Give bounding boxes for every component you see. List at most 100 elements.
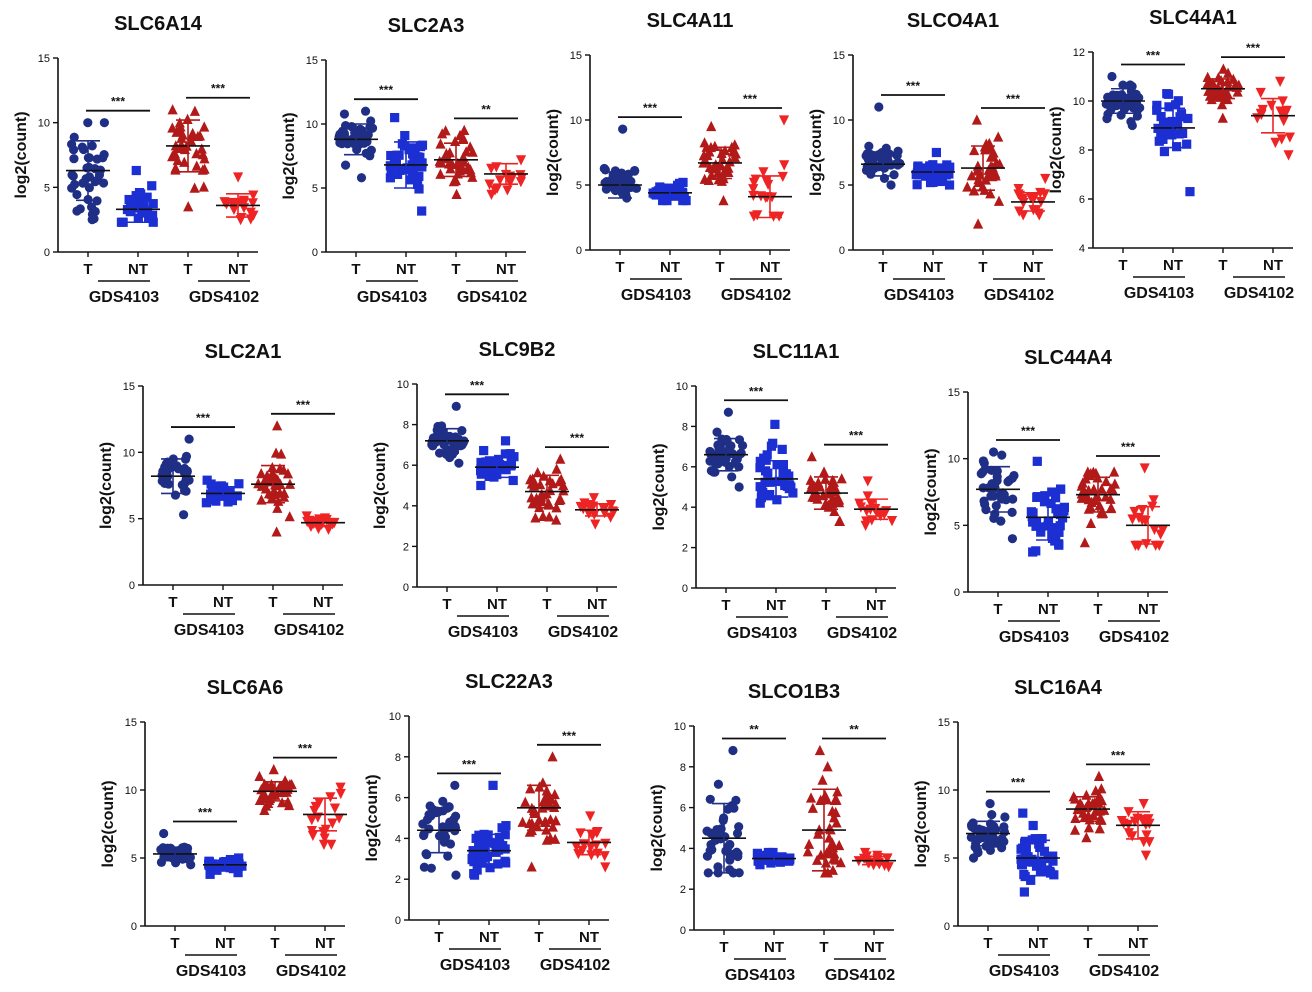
data-point [624,170,633,179]
data-point [474,841,483,850]
x-group-label: T [719,939,728,956]
data-point [1036,528,1045,537]
series-t_gds4103 [1101,72,1145,130]
x-group-label: T [993,601,1002,618]
dataset-label: GDS4102 [825,967,895,984]
series-t_gds4103 [966,799,1010,863]
y-tick-label: 5 [44,182,50,194]
y-tick-label: 6 [680,803,686,815]
data-point [706,121,716,131]
data-point [1060,503,1069,512]
chart-panel-slc4a11: SLC4A11051015log2(count)T NT T NTGDS4103 GDS… [545,10,792,304]
x-group-label: T [615,259,624,276]
data-point [477,857,486,866]
chart-title: SLCO4A1 [907,10,999,32]
dataset-label: GDS4103 [621,287,691,304]
y-tick-label: 0 [395,915,401,927]
data-point [390,155,399,164]
significance-label: ** [749,722,759,736]
y-tick-label: 4 [395,833,401,845]
x-group-label: NT [213,594,233,611]
data-point [887,516,897,526]
x-group-label: NT [764,939,784,956]
y-tick-label: 15 [938,717,950,729]
data-point [1164,90,1173,99]
y-axis-label: log2(count) [364,774,381,861]
data-point [1283,150,1293,160]
y-tick-label: 0 [312,247,318,259]
y-tick-label: 15 [833,50,845,62]
data-point [724,408,733,417]
data-point [1081,790,1091,800]
y-tick-label: 15 [948,387,960,399]
series-t_gds4102 [802,745,846,878]
data-point [977,469,986,478]
data-point [1086,518,1096,528]
data-point [973,218,983,228]
data-point [1285,132,1295,142]
x-group-label: NT [760,259,780,276]
chart-title: SLC22A3 [465,671,553,693]
x-group-label: T [351,261,360,278]
significance-label: ** [849,722,859,736]
data-point [183,201,193,211]
data-point [756,482,765,491]
chart-panel-slc44a4: SLC44A4051015log2(count)T NT T NTGDS4103 GDS… [923,347,1170,646]
data-point [190,183,200,193]
data-point [185,434,194,443]
y-tick-label: 10 [125,785,137,797]
series-t_gds4102 [517,751,561,871]
y-tick-label: 5 [954,520,960,532]
data-point [605,513,615,523]
dataset-label: GDS4102 [457,289,527,306]
y-tick-label: 0 [131,921,137,933]
data-point [148,211,157,220]
series-nt_gds4103 [203,853,247,879]
data-point [1020,887,1029,896]
dataset-label: GDS4102 [827,625,897,642]
series-t_gds4103 [151,434,195,519]
series-nt_gds4103 [1151,89,1195,196]
data-point [889,170,898,179]
series-nt_gds4102 [216,172,260,225]
data-point [713,459,722,468]
data-point [989,447,998,456]
x-group-label: NT [487,596,507,613]
y-tick-label: 10 [570,115,582,127]
data-point [168,104,178,114]
dataset-label: GDS4102 [540,957,610,974]
data-point [417,206,426,215]
data-point [962,181,972,191]
series-nt_gds4103 [116,166,160,227]
y-tick-label: 0 [680,925,686,937]
dataset-label: GDS4102 [1099,629,1169,646]
y-tick-label: 8 [403,420,409,432]
data-point [834,516,844,526]
y-tick-label: 15 [306,55,318,67]
data-point [706,795,715,804]
y-tick-label: 6 [403,460,409,472]
data-point [600,862,610,872]
data-point [410,151,419,160]
data-point [217,481,226,490]
y-tick-label: 8 [1079,145,1085,157]
data-point [427,864,436,873]
data-point [704,868,713,877]
y-tick-label: 4 [682,502,688,514]
data-point [767,442,776,451]
data-point [132,166,141,175]
x-group-label: T [819,939,828,956]
data-point [440,838,449,847]
x-group-label: NT [766,597,786,614]
data-point [832,786,842,796]
data-point [91,207,100,216]
y-tick-label: 4 [1079,243,1085,255]
data-point [433,422,442,431]
significance-label: *** [296,398,310,412]
y-tick-label: 2 [682,543,688,555]
series-t_gds4103 [153,829,197,869]
data-point [197,143,207,153]
data-point [1218,113,1228,123]
series-t_gds4102 [525,454,569,525]
